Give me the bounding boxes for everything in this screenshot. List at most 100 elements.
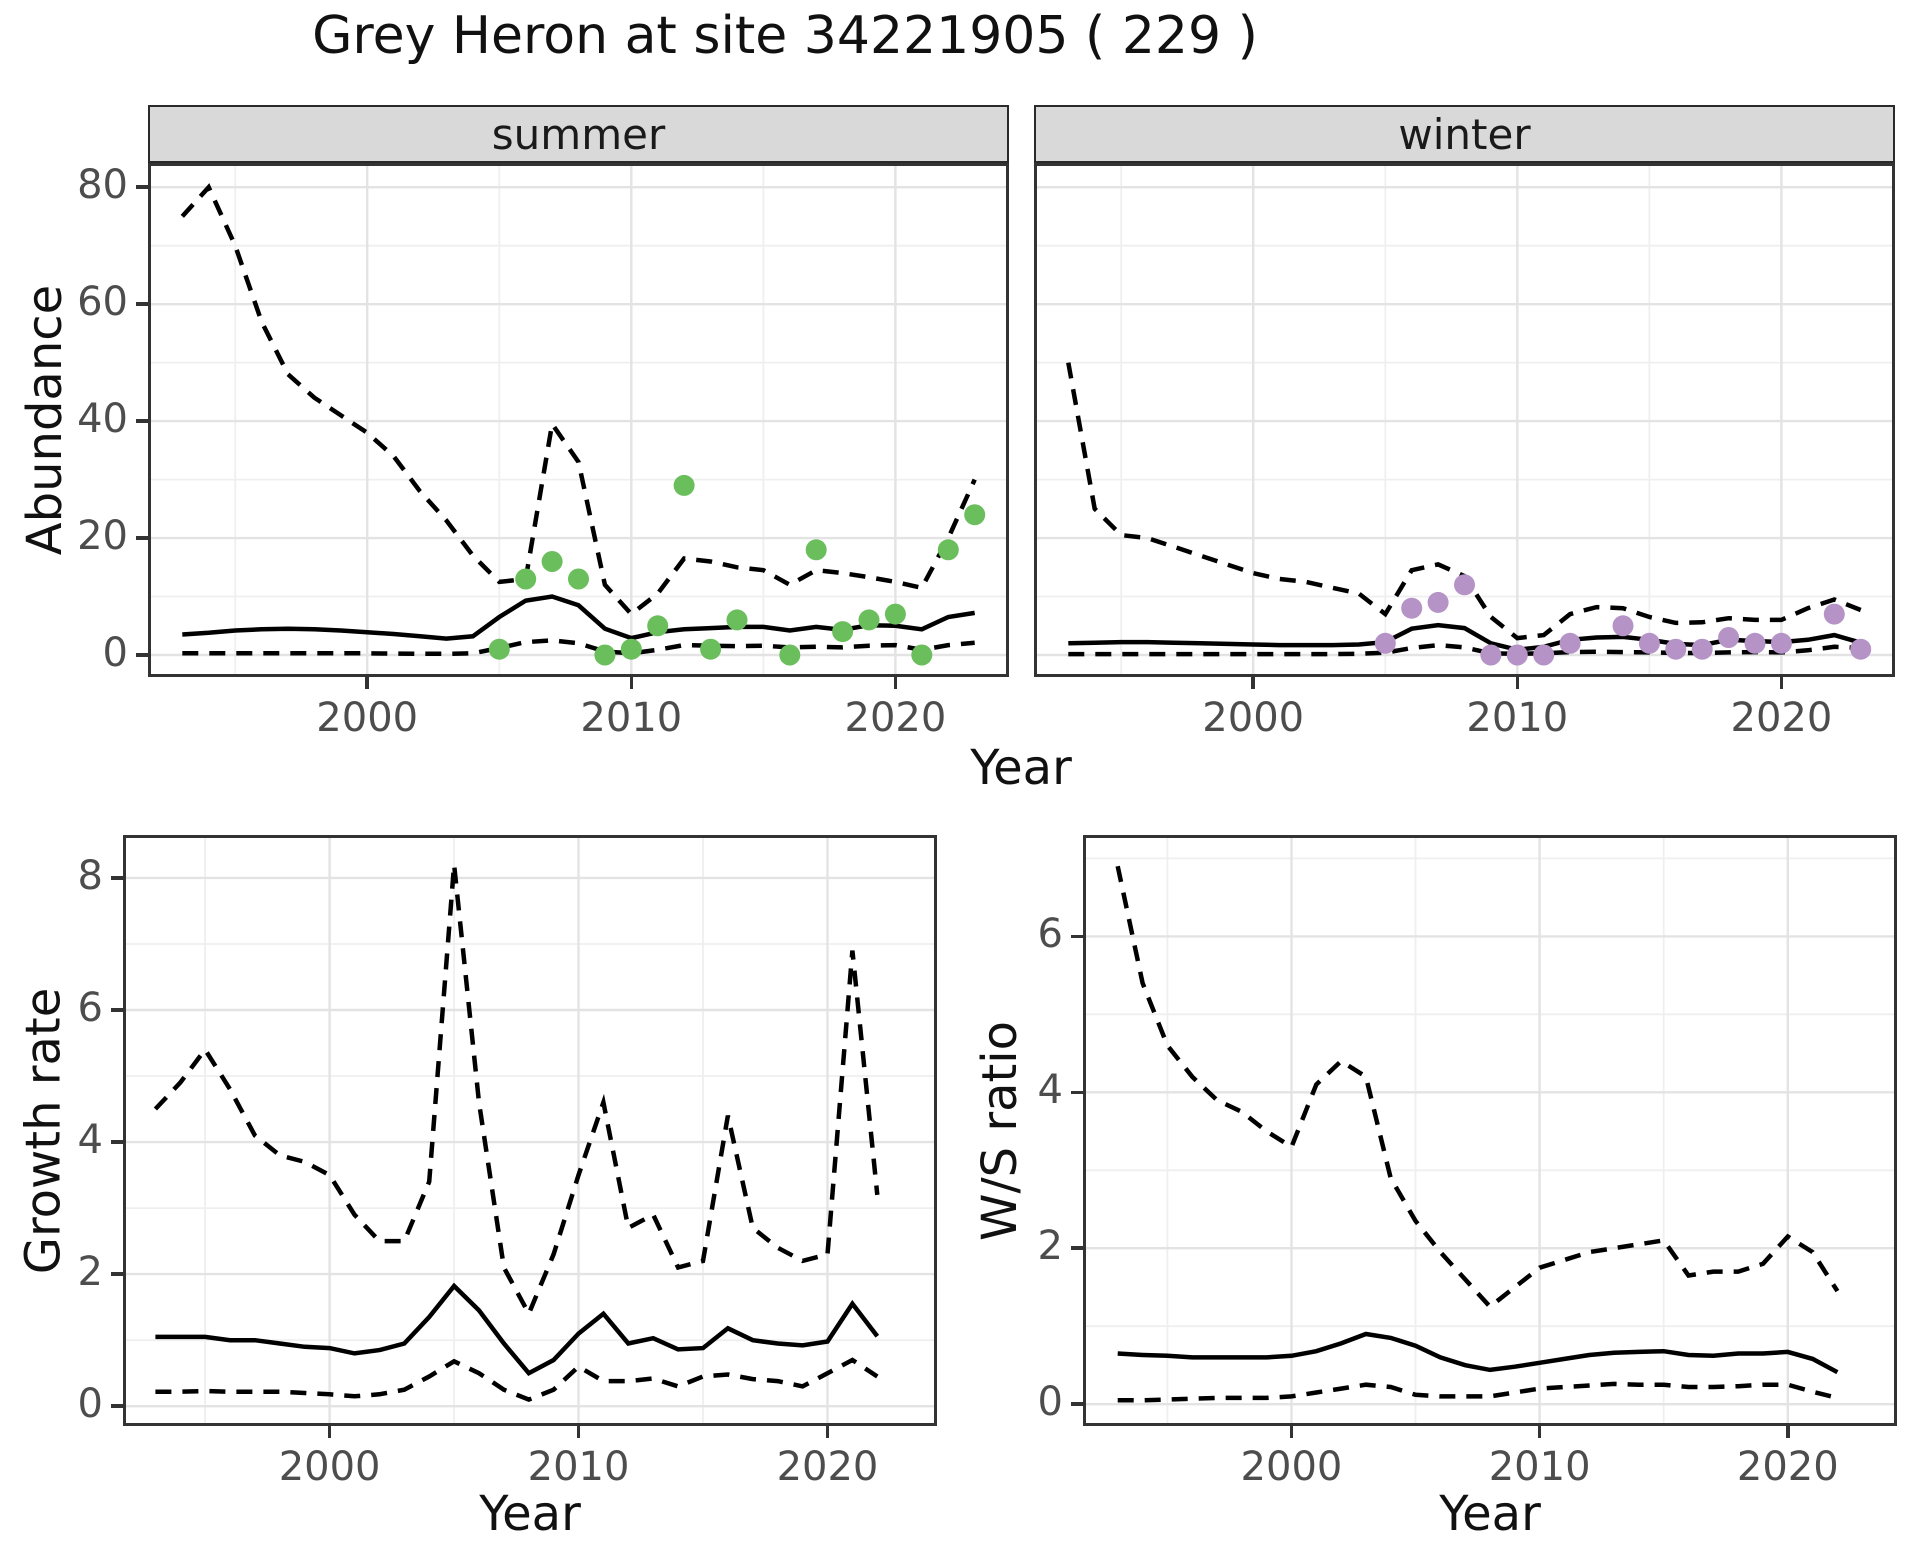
winter-counts-points <box>1374 574 1872 666</box>
x-tick-mark <box>825 1426 830 1438</box>
x-tick-mark <box>1515 677 1520 689</box>
data-point <box>1744 632 1766 654</box>
gridlines-minor <box>1083 835 1897 1426</box>
y-tick-label: 4 <box>1037 1067 1063 1114</box>
x-tick-mark <box>576 1426 581 1438</box>
panel-border <box>123 835 937 1426</box>
x-tick-mark <box>893 677 898 689</box>
series-mean <box>182 594 976 641</box>
data-point <box>964 504 986 526</box>
y-tick-mark <box>111 1272 123 1276</box>
y-tick-label: 80 <box>77 162 128 209</box>
y-tick-label: 60 <box>77 279 128 326</box>
gridlines-minor <box>1034 163 1895 677</box>
y-tick-label: 2 <box>1037 1223 1063 1270</box>
y-tick-mark <box>1071 934 1083 939</box>
data-point <box>911 644 933 666</box>
panel-ws <box>1083 835 1897 1426</box>
data-point <box>1850 638 1872 660</box>
y-tick-mark <box>136 653 148 657</box>
data-point <box>779 644 801 666</box>
y-tick-mark <box>136 419 148 423</box>
x-tick-mark <box>1786 1426 1790 1438</box>
data-point <box>805 539 827 561</box>
y-tick-label: 6 <box>1037 911 1063 958</box>
x-tick-label: 2010 <box>1488 1444 1591 1490</box>
y-tick-label: 0 <box>77 1381 103 1428</box>
data-point <box>1454 574 1475 596</box>
data-point <box>858 609 880 631</box>
gridlines-major <box>123 835 937 1426</box>
x-tick-mark <box>1251 677 1255 689</box>
data-point <box>620 638 642 660</box>
panel-summer <box>148 163 1009 677</box>
series-mean <box>155 1282 880 1377</box>
gridlines-major <box>148 163 1009 677</box>
gridlines-minor <box>148 163 1009 677</box>
series-lower-ci <box>1068 642 1861 657</box>
panel-border <box>1034 163 1895 677</box>
panel-growth <box>123 835 937 1426</box>
series-upper-ci <box>1115 865 1840 1310</box>
facet-strip-summer-label: summer <box>491 109 666 159</box>
data-point <box>515 568 537 590</box>
data-point <box>673 474 695 496</box>
panel-border <box>1083 835 1897 1426</box>
y-tick-label: 0 <box>102 630 128 677</box>
series-lower-ci <box>1117 1381 1838 1403</box>
y-tick-mark <box>136 536 148 540</box>
data-point <box>1638 632 1660 654</box>
series-lines <box>1115 865 1840 1403</box>
data-point <box>541 551 563 572</box>
y-tick-mark <box>136 302 148 306</box>
x-tick-label: 2000 <box>278 1444 381 1490</box>
x-tick-label: 2010 <box>527 1444 630 1490</box>
data-point <box>647 615 669 637</box>
data-point <box>1506 644 1528 666</box>
summer-counts-points <box>488 474 986 666</box>
gridlines-major <box>1034 163 1895 677</box>
data-point <box>1665 638 1687 660</box>
data-point <box>1427 591 1449 613</box>
y-tick-mark <box>111 876 123 880</box>
data-point <box>832 621 854 643</box>
gridlines-minor <box>123 835 937 1426</box>
x-tick-label: 2000 <box>1240 1444 1343 1490</box>
y-tick-mark <box>111 1140 123 1144</box>
x-tick-mark <box>1779 677 1784 689</box>
data-point <box>1770 632 1792 654</box>
y-tick-label: 20 <box>77 513 128 560</box>
series-mean <box>1117 1331 1839 1375</box>
x-tick-label: 2020 <box>844 695 947 741</box>
series-upper-ci <box>180 183 977 618</box>
data-point <box>568 568 589 590</box>
x-tick-mark <box>629 677 634 689</box>
data-point <box>1533 644 1555 666</box>
y-tick-mark <box>1071 1090 1083 1095</box>
y-tick-label: 2 <box>77 1249 103 1296</box>
x-tick-label: 2010 <box>580 695 683 741</box>
x-tick-mark <box>1537 1426 1542 1438</box>
series-upper-ci <box>153 864 880 1319</box>
y-tick-label: 8 <box>77 853 103 900</box>
data-point <box>1480 644 1502 666</box>
data-point <box>1374 632 1396 654</box>
plot-title: Grey Heron at site 34221905 ( 229 ) <box>312 6 1258 66</box>
x-tick-label: 2020 <box>1736 1444 1839 1490</box>
data-point <box>1823 603 1845 625</box>
x-tick-mark <box>1289 1426 1294 1438</box>
data-point <box>884 603 906 625</box>
x-tick-mark <box>365 677 369 689</box>
x-tick-label: 2020 <box>776 1444 879 1490</box>
data-point <box>1401 597 1423 619</box>
data-point <box>1718 627 1740 648</box>
y-tick-mark <box>1071 1246 1083 1250</box>
y-tick-label: 0 <box>1037 1379 1063 1426</box>
y-tick-label: 6 <box>77 985 103 1032</box>
data-point <box>700 638 722 660</box>
x-tick-label: 2010 <box>1466 695 1569 741</box>
data-point <box>726 609 748 631</box>
series-lower-ci <box>182 638 975 657</box>
data-point <box>937 539 959 561</box>
data-point <box>1612 615 1634 637</box>
